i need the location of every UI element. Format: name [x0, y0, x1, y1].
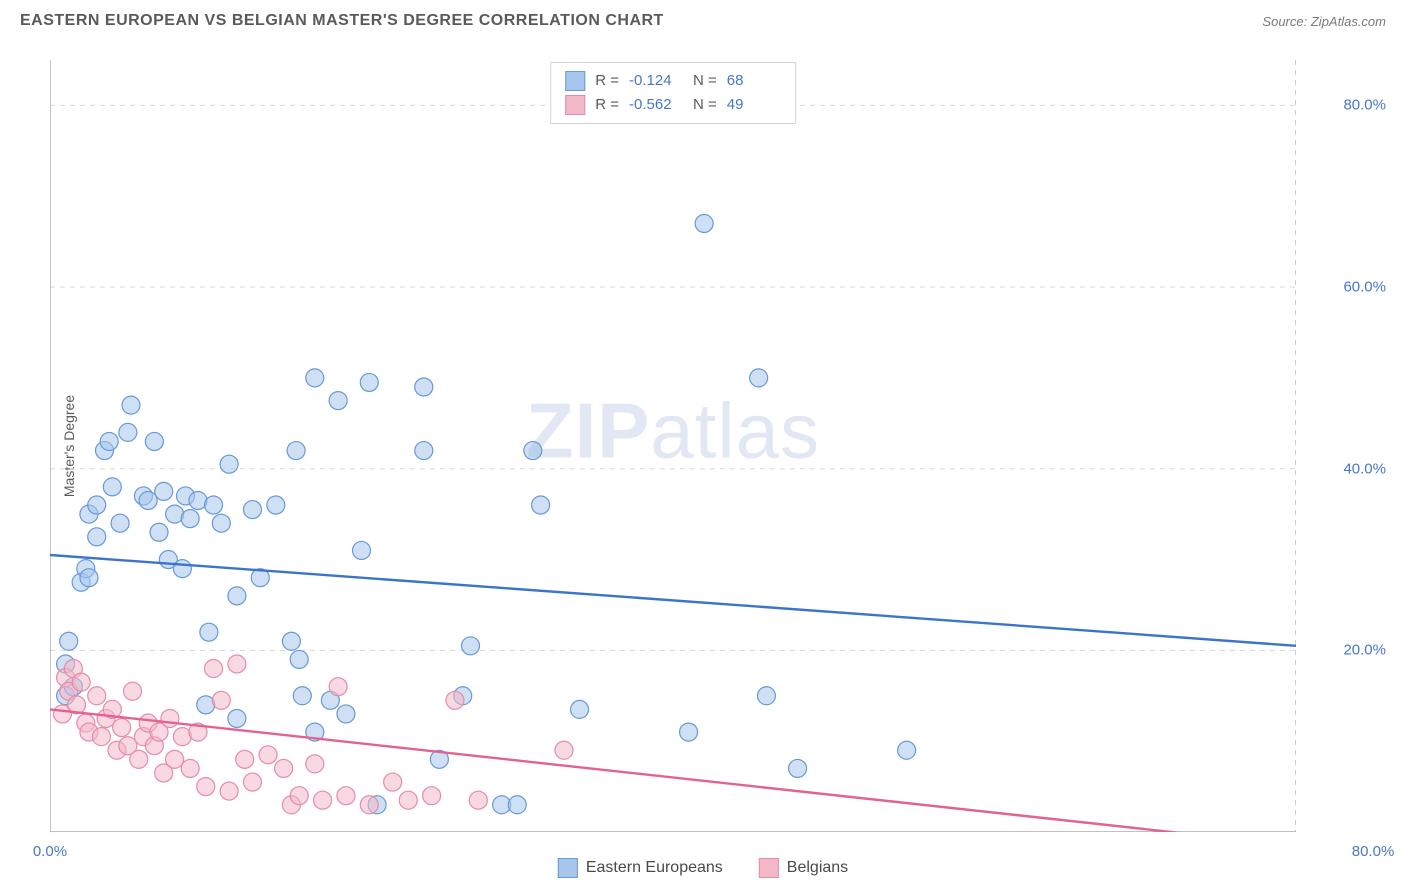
r-value-1: -0.562	[629, 93, 683, 117]
chart-title: EASTERN EUROPEAN VS BELGIAN MASTER'S DEG…	[20, 12, 664, 30]
source-name: ZipAtlas.com	[1311, 14, 1386, 29]
stats-legend-box: R = -0.124 N = 68 R = -0.562 N = 49	[550, 62, 796, 124]
scatter-chart	[50, 60, 1296, 832]
y-tick-label: 40.0%	[1343, 460, 1386, 477]
chart-area: ZIPatlas R = -0.124 N = 68 R = -0.562 N …	[50, 60, 1296, 832]
n-label-1: N =	[693, 93, 717, 117]
n-label-0: N =	[693, 69, 717, 93]
x-tick-label: 80.0%	[1352, 843, 1395, 860]
legend-label-0: Eastern Europeans	[586, 859, 723, 877]
chart-source: Source: ZipAtlas.com	[1262, 14, 1386, 29]
legend-item-0: Eastern Europeans	[558, 858, 723, 878]
y-tick-label: 20.0%	[1343, 642, 1386, 659]
stats-row-series-0: R = -0.124 N = 68	[565, 69, 781, 93]
legend-item-1: Belgians	[759, 858, 848, 878]
y-tick-label: 60.0%	[1343, 279, 1386, 296]
swatch-series-1	[565, 95, 585, 115]
chart-header: EASTERN EUROPEAN VS BELGIAN MASTER'S DEG…	[0, 0, 1406, 38]
y-tick-label: 80.0%	[1343, 97, 1386, 114]
stats-row-series-1: R = -0.562 N = 49	[565, 93, 781, 117]
bottom-legend: Eastern Europeans Belgians	[558, 858, 848, 878]
r-label-1: R =	[595, 93, 619, 117]
source-prefix: Source:	[1262, 14, 1307, 29]
n-value-0: 68	[727, 69, 781, 93]
legend-swatch-1	[759, 858, 779, 878]
legend-label-1: Belgians	[787, 859, 848, 877]
r-value-0: -0.124	[629, 69, 683, 93]
r-label-0: R =	[595, 69, 619, 93]
x-tick-label: 0.0%	[33, 843, 67, 860]
swatch-series-0	[565, 71, 585, 91]
legend-swatch-0	[558, 858, 578, 878]
n-value-1: 49	[727, 93, 781, 117]
